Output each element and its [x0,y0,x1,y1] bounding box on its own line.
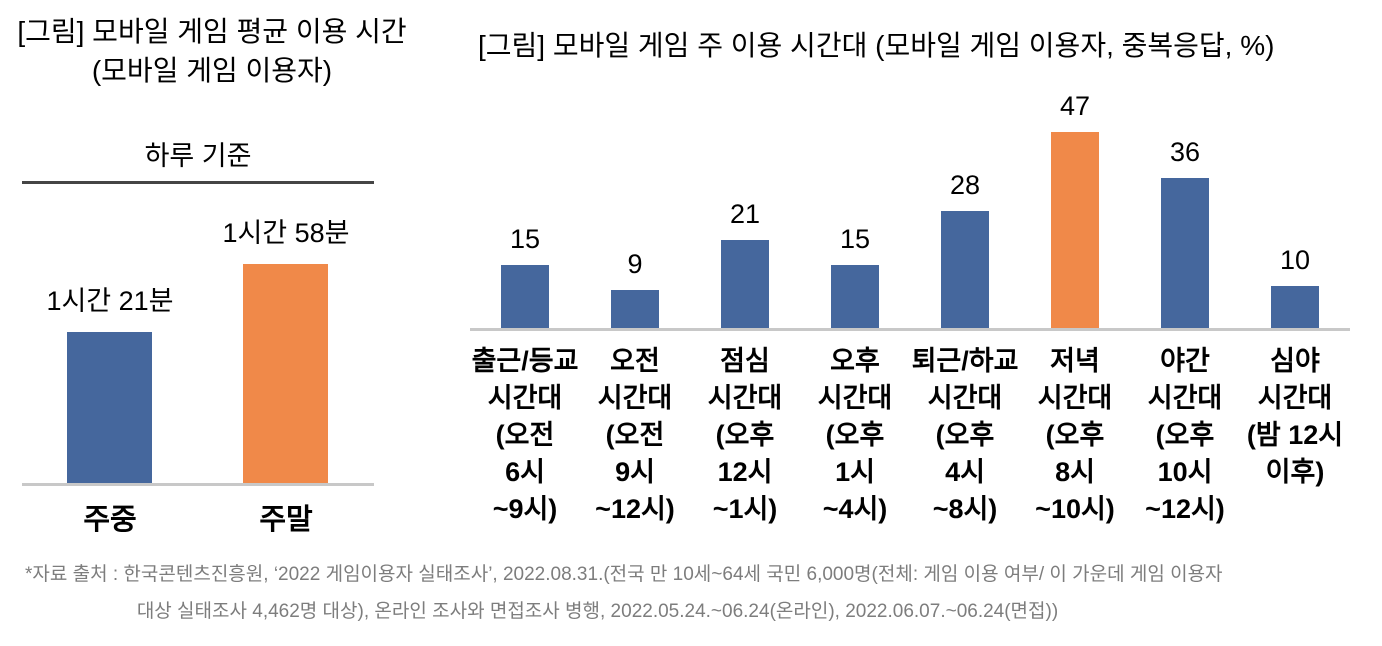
right-category-label-line: 점심 [720,346,770,376]
right-category-label-line: 4시 [945,457,985,487]
left-chart-subtitle: 하루 기준 [144,141,252,171]
right-category-label-line: 12시 [717,457,773,487]
right-category-label-line: (오후 [935,420,995,450]
right-category-label-line: (오후 [715,420,775,450]
right-category-label-line: ~12시) [1145,494,1225,524]
right-bar-value-label: 36 [1169,137,1201,167]
left-category-label: 주말 [259,504,313,536]
right-category-label-line: 저녁 [1050,346,1100,376]
right-bar-column: 15 [470,224,580,328]
left-bar [67,332,153,483]
source-footnote-line2: 대상 실태조사 4,462명 대상), 온라인 조사와 면접조사 병행, 202… [136,601,1059,622]
right-bar-value-label: 21 [729,199,761,229]
right-category-label-line: 시간대 [1257,383,1333,413]
right-category-label-line: 시간대 [707,383,783,413]
right-category-label-line: ~10시) [1035,494,1115,524]
right-category-label-line: 1시 [835,457,875,487]
left-chart-title-line1: [그림] 모바일 게임 평균 이용 시간 [17,16,407,47]
right-category-label-line: (밤 12시 [1246,420,1344,450]
right-bar-column: 15 [800,224,910,328]
right-bar-value-label: 9 [627,249,643,279]
left-bar [243,264,329,483]
left-category-label: 주중 [83,504,137,536]
left-bar-column: 1시간 21분 [46,279,174,483]
left-cats: 주중 주말 [22,496,374,538]
right-category-label-line: 6시 [505,457,545,487]
right-bar-column: 9 [580,249,690,328]
right-category-label-line: 퇴근/하교 [911,346,1019,376]
left-bar-column: 1시간 58분 [222,211,350,483]
right-bar-value-label: 10 [1279,245,1311,275]
left-chart-subtitle-rule [22,181,374,184]
left-chart-title-line2: (모바일 게임 이용자) [91,55,333,86]
right-bar-value-label: 47 [1059,91,1091,121]
right-category-label-line: (오후 [1155,420,1215,450]
right-category-label-line: ~8시) [932,494,998,524]
right-bar-column: 47 [1020,91,1130,328]
source-footnote: *자료 출처 : 한국콘텐츠진흥원, ‘2022 게임이용자 실태조사’, 20… [25,556,1223,630]
left-bar-value-label: 1시간 58분 [222,218,350,248]
right-bar [1271,286,1319,328]
left-chart-baseline [22,483,374,486]
right-bar-value-label: 28 [949,170,981,200]
right-category-label-line: 10시 [1157,457,1213,487]
right-category-label-line: (오전 [495,420,555,450]
right-bar [831,265,879,328]
right-category-label-line: 심야 [1270,346,1320,376]
right-category-label-line: 9시 [615,457,655,487]
right-category-label-line: 오후 [830,346,880,376]
right-bar [721,240,769,328]
right-category-label-line: 8시 [1055,457,1095,487]
right-bar-column: 36 [1130,137,1240,328]
right-category-label-line: 오전 [610,346,660,376]
right-bar-value-label: 15 [509,224,541,254]
right-bar-value-label: 15 [839,224,871,254]
left-bar-value-label: 1시간 21분 [46,286,174,316]
right-category-label-line: ~9시) [492,494,558,524]
source-footnote-line1: *자료 출처 : 한국콘텐츠진흥원, ‘2022 게임이용자 실태조사’, 20… [25,564,1223,585]
right-chart-baseline [470,328,1350,331]
right-category-label-line: 시간대 [487,383,563,413]
right-bar [1161,178,1209,328]
right-category-label-line: (오후 [1045,420,1105,450]
right-category-label-line: 시간대 [1037,383,1113,413]
right-bar [611,290,659,328]
right-category-label-line: 이후) [1265,457,1325,487]
right-category-label-line: ~12시) [595,494,675,524]
left-chart: 하루 기준 1시간 21분 1시간 58분 주중 주말 [22,140,374,538]
right-category-label-line: 시간대 [927,383,1003,413]
right-category-label-line: (오후 [825,420,885,450]
right-bar [941,211,989,328]
right-bar [501,265,549,328]
right-category-label-line: ~1시) [712,494,778,524]
right-category-label-line: 야간 [1160,346,1210,376]
right-category-label-line: ~4시) [822,494,888,524]
right-plot: 15 9 21 15 28 47 36 10 [470,78,1350,328]
left-plot: 1시간 21분 1시간 58분 [22,184,374,483]
right-category-label-line: (오전 [605,420,665,450]
right-bar [1051,132,1099,328]
right-category-label-line: 시간대 [1147,383,1223,413]
right-category-label-line: 시간대 [817,383,893,413]
right-bar-column: 28 [910,170,1020,328]
right-category-label-line: 시간대 [597,383,673,413]
right-bar-column: 21 [690,199,800,328]
right-chart-title: [그림] 모바일 게임 주 이용 시간대 (모바일 게임 이용자, 중복응답, … [478,30,1275,61]
left-chart-title: [그림] 모바일 게임 평균 이용 시간 (모바일 게임 이용자) [0,12,424,90]
right-bar-column: 10 [1240,245,1350,328]
right-category-label-line: 출근/등교 [471,346,579,376]
